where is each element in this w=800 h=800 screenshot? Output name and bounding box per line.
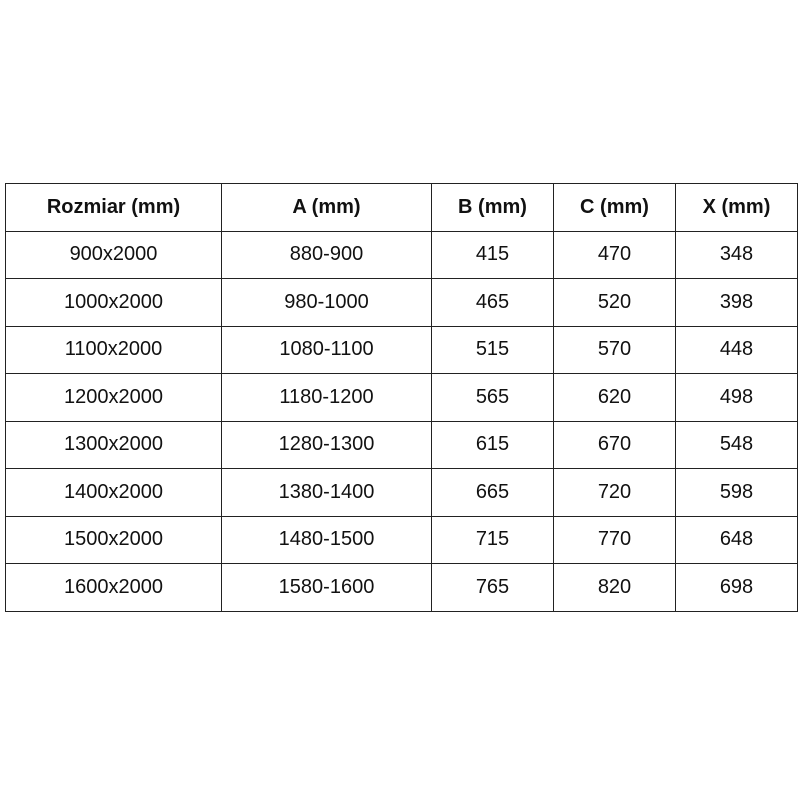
cell-a: 1280-1300 [221,420,432,469]
cell-size: 1300x2000 [5,420,222,469]
cell-b: 565 [431,373,554,422]
cell-a: 1080-1100 [221,325,432,374]
header-row: Rozmiar (mm) A (mm) B (mm) C (mm) X (mm) [5,183,798,232]
cell-size: 1600x2000 [5,563,222,612]
table-row: 1100x2000 1080-1100 515 570 448 [5,325,798,374]
cell-x: 348 [675,230,798,279]
cell-b: 515 [431,325,554,374]
header-b: B (mm) [431,183,554,232]
cell-a: 1580-1600 [221,563,432,612]
cell-b: 665 [431,468,554,517]
header-size: Rozmiar (mm) [5,183,222,232]
table-row: 1600x2000 1580-1600 765 820 698 [5,563,798,612]
dimensions-table: Rozmiar (mm) A (mm) B (mm) C (mm) X (mm)… [5,183,798,612]
cell-c: 670 [553,420,676,469]
header-a: A (mm) [221,183,432,232]
cell-x: 648 [675,515,798,564]
cell-size: 1500x2000 [5,515,222,564]
cell-b: 765 [431,563,554,612]
cell-size: 900x2000 [5,230,222,279]
cell-size: 1000x2000 [5,278,222,327]
table-row: 1500x2000 1480-1500 715 770 648 [5,515,798,564]
cell-c: 570 [553,325,676,374]
cell-a: 1380-1400 [221,468,432,517]
header-x: X (mm) [675,183,798,232]
cell-x: 598 [675,468,798,517]
cell-a: 1480-1500 [221,515,432,564]
cell-x: 398 [675,278,798,327]
cell-x: 448 [675,325,798,374]
table-row: 1000x2000 980-1000 465 520 398 [5,278,798,327]
cell-b: 615 [431,420,554,469]
table-row: 1200x2000 1180-1200 565 620 498 [5,373,798,422]
cell-x: 548 [675,420,798,469]
cell-c: 520 [553,278,676,327]
cell-a: 980-1000 [221,278,432,327]
cell-a: 880-900 [221,230,432,279]
cell-c: 620 [553,373,676,422]
cell-size: 1400x2000 [5,468,222,517]
cell-size: 1100x2000 [5,325,222,374]
cell-b: 415 [431,230,554,279]
table-row: 1300x2000 1280-1300 615 670 548 [5,420,798,469]
cell-c: 470 [553,230,676,279]
table-row: 900x2000 880-900 415 470 348 [5,230,798,279]
cell-b: 465 [431,278,554,327]
cell-x: 698 [675,563,798,612]
cell-size: 1200x2000 [5,373,222,422]
cell-b: 715 [431,515,554,564]
cell-x: 498 [675,373,798,422]
cell-c: 820 [553,563,676,612]
cell-c: 770 [553,515,676,564]
table-row: 1400x2000 1380-1400 665 720 598 [5,468,798,517]
cell-a: 1180-1200 [221,373,432,422]
cell-c: 720 [553,468,676,517]
header-c: C (mm) [553,183,676,232]
